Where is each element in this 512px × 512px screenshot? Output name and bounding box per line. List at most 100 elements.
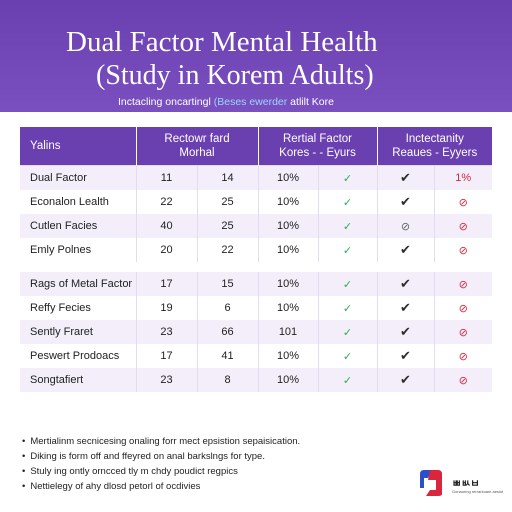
cell-percent: 10% xyxy=(258,190,319,214)
status-icon-warn: ⊘ xyxy=(458,350,468,363)
note-item: Stuly ing ontly orncced tly m chdy poudi… xyxy=(22,464,300,479)
cell-value-b: 41 xyxy=(197,344,259,368)
table-row: Songtafiert 23 8 10% ✓ ✔ ⊘ xyxy=(20,368,492,392)
status-icon-warn: ⊘ xyxy=(458,302,468,315)
cell-value-b: 66 xyxy=(197,320,259,344)
status-icon-check: ✔ xyxy=(400,194,411,209)
cell-value-a: 40 xyxy=(136,214,198,238)
row-separator xyxy=(20,262,492,272)
page-title-line2: (Study in Korem Adults) xyxy=(96,60,374,91)
cell-status-1: ✓ xyxy=(318,214,378,238)
table-row: Peswert Prodoacs 17 41 10% ✓ ✔ ⊘ xyxy=(20,344,492,368)
brand-logo-icon xyxy=(420,470,442,496)
cell-status-2: ✔ xyxy=(377,165,435,190)
cell-status-3: 1% xyxy=(434,165,492,190)
cell-value-a: 17 xyxy=(136,344,198,368)
cell-status-1: ✓ xyxy=(318,190,378,214)
cell-value-a: 11 xyxy=(136,165,198,190)
cell-value-a: 20 xyxy=(136,238,198,262)
note-item: Mertialinm secnicesing onaling forr mect… xyxy=(22,434,300,449)
status-icon-ok: ✓ xyxy=(342,350,353,363)
status-icon-neutral: ⊘ xyxy=(400,220,411,233)
cell-value-a: 19 xyxy=(136,296,198,320)
cell-status-3: ⊘ xyxy=(434,344,492,368)
row-label: Songtafiert xyxy=(20,368,137,392)
status-icon-check: ✔ xyxy=(400,324,411,339)
cell-value-b: 6 xyxy=(197,296,259,320)
table-row: Dual Factor 11 14 10% ✓ ✔ 1% xyxy=(20,165,492,190)
status-icon-check: ✔ xyxy=(400,242,411,257)
status-text: 1% xyxy=(455,172,472,184)
page-subtitle: Inctacling oncartingl (Beses ewerder atl… xyxy=(118,96,334,108)
status-icon-ok: ✓ xyxy=(342,326,353,339)
cell-status-1: ✓ xyxy=(318,320,378,344)
cell-status-2: ✔ xyxy=(377,368,435,392)
col-header-values: Yalins xyxy=(20,127,137,166)
row-label: Reffy Fecies xyxy=(20,296,137,320)
cell-percent: 10% xyxy=(258,344,319,368)
status-icon-ok: ✓ xyxy=(342,220,353,233)
cell-status-2: ✔ xyxy=(377,320,435,344)
status-icon-check: ✔ xyxy=(400,300,411,315)
status-icon-check: ✔ xyxy=(400,372,411,387)
cell-value-b: 22 xyxy=(197,238,259,262)
cell-status-2: ⊘ xyxy=(377,214,435,238)
cell-status-3: ⊘ xyxy=(434,296,492,320)
table-row: Econalon Lealth 22 25 10% ✓ ✔ ⊘ xyxy=(20,190,492,214)
col-header-factor: Rertial Factor Kores - - Eyurs xyxy=(258,127,378,166)
table-row: Emly Polnes 20 22 10% ✓ ✔ ⊘ xyxy=(20,238,492,262)
cell-value-b: 25 xyxy=(197,190,259,214)
status-icon-warn: ⊘ xyxy=(458,374,468,387)
cell-percent: 10% xyxy=(258,296,319,320)
cell-status-2: ✔ xyxy=(377,272,435,296)
cell-status-1: ✓ xyxy=(318,296,378,320)
note-item: Diking is form off and ffeyred on anal b… xyxy=(22,449,300,464)
status-icon-ok: ✓ xyxy=(342,244,353,257)
notes-list: Mertialinm secnicesing onaling forr mect… xyxy=(22,434,300,494)
row-label: Econalon Lealth xyxy=(20,190,137,214)
cell-percent: 10% xyxy=(258,214,319,238)
status-icon-warn: ⊘ xyxy=(458,196,468,209)
cell-status-1: ✓ xyxy=(318,165,378,190)
row-label: Dual Factor xyxy=(20,165,137,190)
row-label: Cutlen Facies xyxy=(20,214,137,238)
row-label: Peswert Prodoacs xyxy=(20,344,137,368)
cell-value-b: 25 xyxy=(197,214,259,238)
page-title: Dual Factor Mental Health xyxy=(66,26,378,58)
cell-status-3: ⊘ xyxy=(434,238,492,262)
cell-status-2: ✔ xyxy=(377,190,435,214)
table-body: Dual Factor 11 14 10% ✓ ✔ 1% Econalon Lealth 22 2… xyxy=(20,165,492,392)
cell-percent: 10% xyxy=(258,165,319,190)
status-icon-ok: ✓ xyxy=(342,374,353,387)
cell-value-b: 14 xyxy=(197,165,259,190)
cell-value-a: 23 xyxy=(136,368,198,392)
cell-status-2: ✔ xyxy=(377,344,435,368)
cell-status-3: ⊘ xyxy=(434,214,492,238)
status-icon-ok: ✓ xyxy=(342,278,353,291)
cell-status-2: ✔ xyxy=(377,238,435,262)
cell-status-1: ✓ xyxy=(318,368,378,392)
status-icon-check: ✔ xyxy=(400,348,411,363)
table-row: Rags of Metal Factor 17 15 10% ✓ ✔ ⊘ xyxy=(20,272,492,296)
row-label: Emly Polnes xyxy=(20,238,137,262)
status-icon-ok: ✓ xyxy=(342,196,353,209)
brand-tagline: Gonaunng rerrarkoam aesiut xyxy=(452,489,504,494)
cell-status-1: ✓ xyxy=(318,238,378,262)
cell-percent: 10% xyxy=(258,368,319,392)
col-header-reliability: Inctectanity Reaues - Eyyers xyxy=(377,127,492,166)
status-icon-warn: ⊘ xyxy=(458,220,468,233)
cell-value-b: 8 xyxy=(197,368,259,392)
status-icon-check: ✔ xyxy=(400,170,411,185)
status-icon-warn: ⊘ xyxy=(458,278,468,291)
results-table: Yalins Rectowr fard Morhal Rertial Facto… xyxy=(20,127,492,392)
cell-status-1: ✓ xyxy=(318,344,378,368)
cell-value-b: 15 xyxy=(197,272,259,296)
status-icon-check: ✔ xyxy=(400,276,411,291)
table-row: Sently Fraret 23 66 101 ✓ ✔ ⊘ xyxy=(20,320,492,344)
cell-status-1: ✓ xyxy=(318,272,378,296)
status-icon-warn: ⊘ xyxy=(458,244,468,257)
cell-value-a: 17 xyxy=(136,272,198,296)
status-icon-warn: ⊘ xyxy=(458,326,468,339)
status-icon-ok: ✓ xyxy=(342,302,353,315)
table-row: Cutlen Facies 40 25 10% ✓ ⊘ ⊘ xyxy=(20,214,492,238)
